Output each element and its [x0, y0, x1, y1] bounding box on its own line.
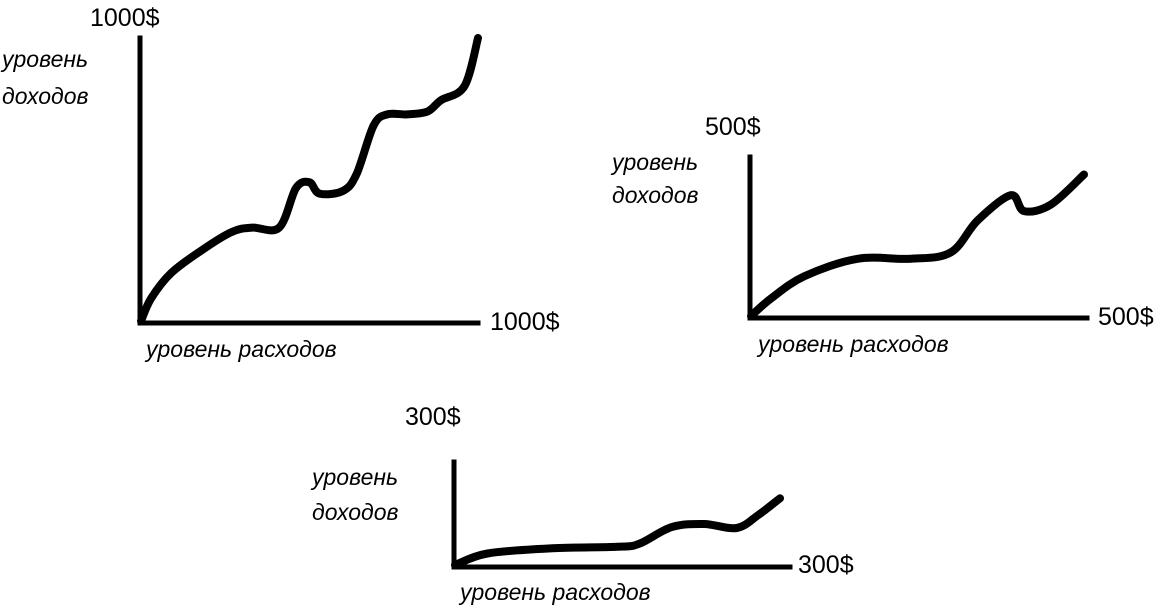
- chart-1-x-max-label: 1000$: [490, 308, 560, 336]
- chart-3: 300$ уровень доходов 300$ уровень расход…: [310, 403, 854, 605]
- chart-2-x-max-label: 500$: [1098, 303, 1154, 331]
- chart-3-x-max-label: 300$: [798, 551, 854, 579]
- chart-3-y-axis-label-line2: доходов: [312, 499, 399, 525]
- chart-3-x-axis-label: уровень расходов: [458, 579, 651, 605]
- chart-1: 1000$ уровень доходов 1000$ уровень расх…: [0, 4, 560, 362]
- chart-3-y-axis-label-line1: уровень: [310, 464, 398, 490]
- chart-2-y-axis-label-line1: уровень: [610, 149, 698, 175]
- chart-2-y-axis-label-line2: доходов: [612, 182, 699, 208]
- chart-2-x-axis-label: уровень расходов: [756, 331, 949, 357]
- chart-1-y-axis-label-line2: доходов: [2, 83, 89, 109]
- chart-1-y-max-label: 1000$: [90, 4, 160, 32]
- chart-3-series-line: [451, 494, 784, 569]
- chart-2: 500$ уровень доходов 500$ уровень расход…: [610, 113, 1154, 357]
- chart-2-series-line: [747, 170, 1088, 320]
- chart-2-y-max-label: 500$: [705, 113, 761, 141]
- chart-1-series-line: [137, 34, 482, 325]
- chart-1-x-axis-label: уровень расходов: [144, 336, 337, 362]
- chart-3-y-max-label: 300$: [405, 403, 461, 431]
- chart-1-y-axis-label-line1: уровень: [0, 46, 88, 72]
